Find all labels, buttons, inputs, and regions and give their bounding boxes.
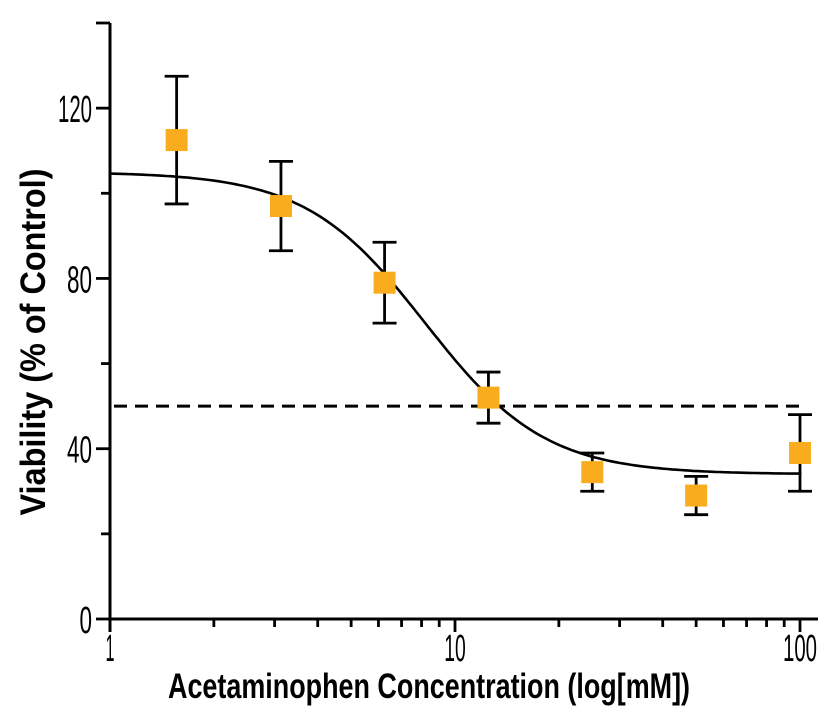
x-tick-label: 10 <box>444 628 466 670</box>
y-tick-label: 120 <box>58 89 92 131</box>
y-axis-title: Viability (% of Control) <box>14 169 53 516</box>
data-point-marker <box>685 484 708 507</box>
axes <box>108 23 818 632</box>
y-tick-label: 0 <box>80 600 93 642</box>
data-point-marker <box>581 461 604 484</box>
fit-curve <box>109 172 802 475</box>
data-point-marker <box>165 129 188 152</box>
data-point-marker <box>477 386 500 409</box>
y-tick-label: 40 <box>67 430 92 472</box>
data-point-marker <box>789 441 811 464</box>
data-point-marker <box>269 195 292 218</box>
x-tick-label: 100 <box>783 628 817 670</box>
y-tick-label: 80 <box>67 259 92 301</box>
data-point-marker <box>373 271 396 294</box>
x-tick-label: 1 <box>106 628 115 670</box>
x-axis-title: Acetaminophen Concentration (log[mM]) <box>168 667 690 706</box>
